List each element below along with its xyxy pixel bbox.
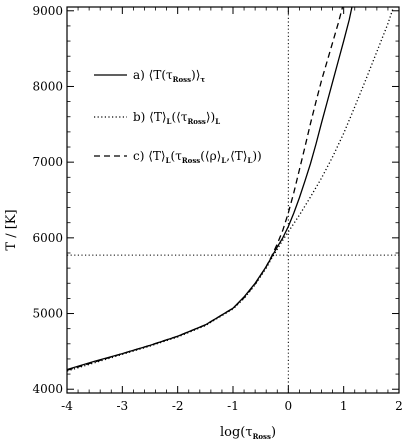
y-tick-label: 7000 [32, 155, 63, 169]
y-tick-label: 8000 [32, 79, 63, 93]
y-axis-label: T / [K] [4, 209, 19, 250]
series-line-c [67, 7, 344, 371]
series-line-b [67, 7, 395, 372]
x-tick-label: -3 [116, 399, 128, 413]
x-tick-label: 2 [395, 399, 403, 413]
series-lines [67, 7, 395, 372]
legend-label-c: c) ⟨T⟩L(τRoss(⟨ρ⟩L,⟨T⟩L)) [133, 149, 262, 165]
series-line-a [67, 7, 353, 371]
x-tick-label: 0 [285, 399, 293, 413]
y-tick-label: 6000 [32, 231, 63, 245]
x-tick-label: -4 [61, 399, 73, 413]
y-tick-label: 9000 [32, 4, 63, 18]
legend-label-a: a) ⟨T(τRoss)⟩τ [133, 68, 205, 84]
y-tick-label: 4000 [32, 382, 63, 396]
x-tick-label: -1 [227, 399, 239, 413]
reference-lines [67, 7, 399, 393]
axis-ticks: -4 -3 -2 -1 0 1 2 4000 5000 6000 7000 8000 9000 [32, 4, 402, 413]
x-tick-label: -2 [172, 399, 184, 413]
plot-frame [66, 6, 400, 394]
x-tick-label: 1 [340, 399, 348, 413]
x-axis-label: log(τRoss) [220, 425, 276, 440]
legend: a) ⟨T(τRoss)⟩τ b) ⟨T⟩L(⟨τRoss⟩)L c) ⟨T⟩L(τ… [94, 68, 262, 165]
legend-label-b: b) ⟨T⟩L(⟨τRoss⟩)L [133, 110, 220, 126]
y-tick-label: 5000 [32, 307, 63, 321]
